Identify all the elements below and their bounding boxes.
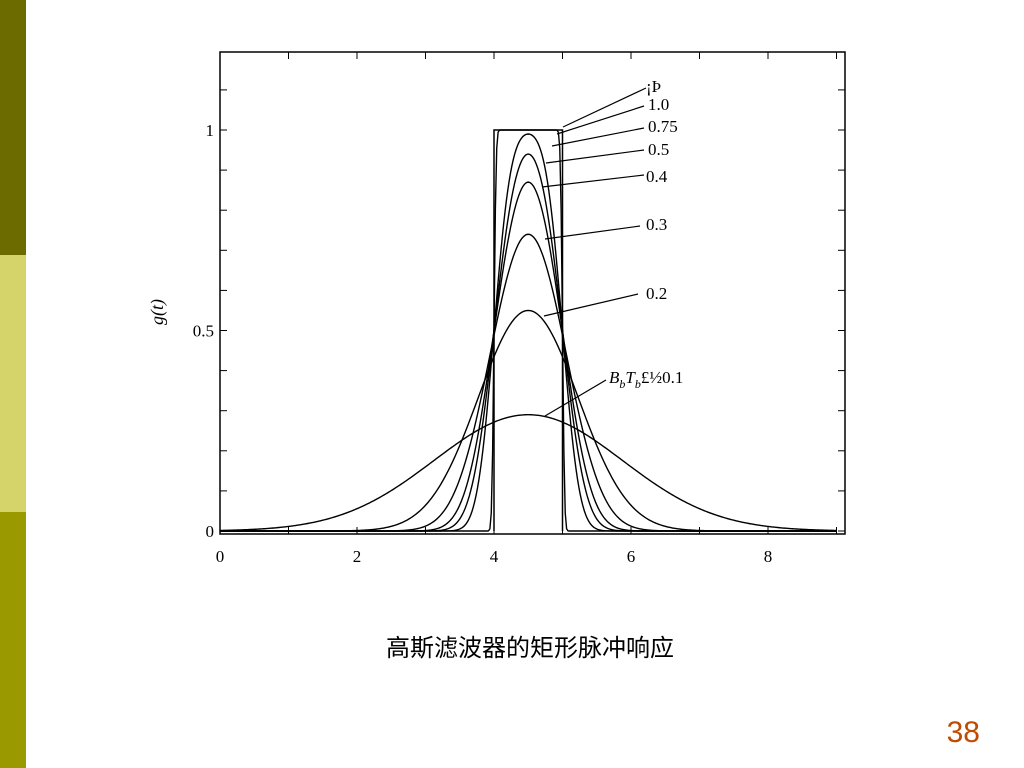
y-tick-label: 0.5 [193,322,214,341]
annotation-leader-line [541,174,645,188]
page-number: 38 [946,716,980,749]
slide-sidebar-decoration [0,0,26,768]
annotation-label-bt-0-1: BbTb£½0.1 [609,368,683,391]
response-curve-0-2 [220,309,837,532]
x-tick-label: 8 [764,547,773,566]
annotation-leader-line [551,127,645,147]
y-axis-label: g(t) [147,299,168,325]
plot-frame [219,51,846,535]
x-tick-label: 2 [353,547,362,566]
annotation-leader-line [544,225,641,240]
sidebar-block-bottom [0,512,26,768]
response-curve-0-5 [220,153,837,532]
response-curve-BbTb-0-1 [219,414,837,532]
annotation-leader-line [543,293,639,317]
slide-caption: 高斯滤波器的矩形脉冲响应 [386,634,674,662]
annotation-infinity: ¡Þ [646,77,661,96]
annotation-label-1-0: 1.0 [648,95,669,114]
response-curve-1-0 [220,129,837,532]
annotation-label-0-2: 0.2 [646,284,667,303]
annotation-label-0-75: 0.75 [648,117,678,136]
annotation-leader-line [545,149,645,164]
response-curve-0-75 [220,133,837,532]
annotation-label-0-3: 0.3 [646,215,667,234]
x-tick-label: 0 [216,547,225,566]
rect-pulse-line [493,129,564,531]
x-tick-label: 6 [627,547,636,566]
annotation-label-0-5: 0.5 [648,140,669,159]
annotation-leader-line [562,87,647,128]
sidebar-block-middle [0,255,26,512]
response-curve-0-3 [220,233,837,532]
x-tick-label: 4 [490,547,499,566]
y-tick-label: 1 [206,121,215,140]
annotation-leader-line [556,105,645,135]
annotation-label-0-4: 0.4 [646,167,668,186]
sidebar-block-top [0,0,26,255]
y-tick-label: 0 [206,522,215,541]
annotation-leader-line [544,379,607,417]
